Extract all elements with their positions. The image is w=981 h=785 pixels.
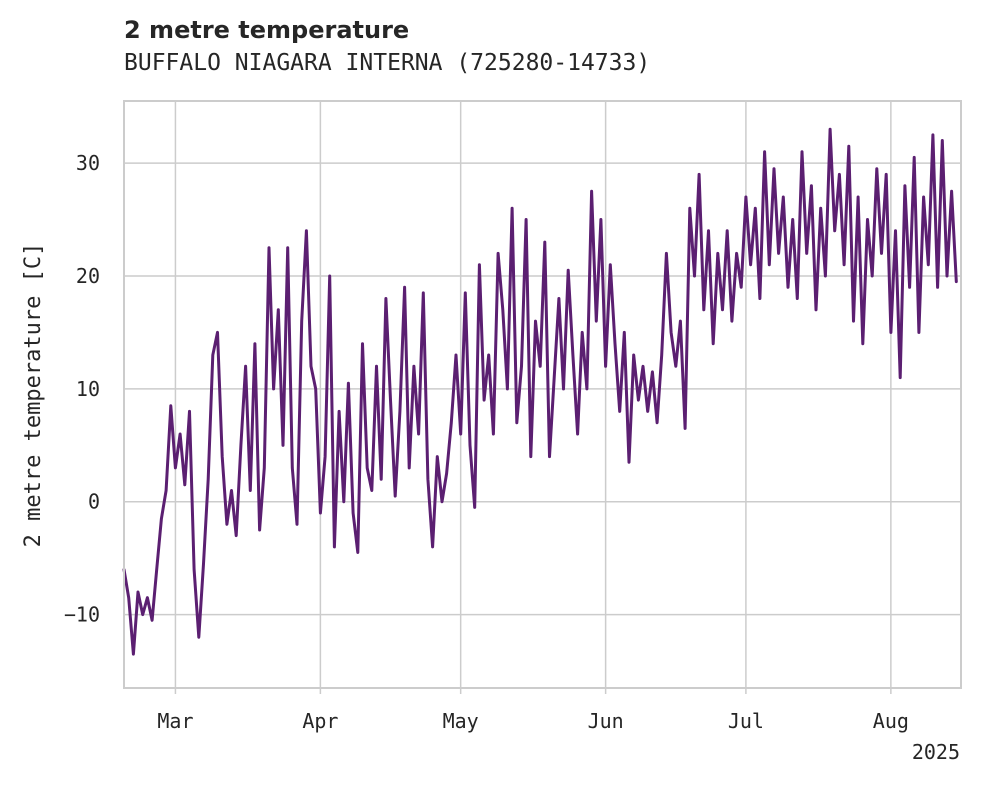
y-tick-label: 20 xyxy=(76,264,100,288)
temperature-series-line xyxy=(122,127,958,656)
y-tick-label: 0 xyxy=(88,490,100,514)
x-tick-label: Aug xyxy=(873,709,909,733)
x-tick-label: Mar xyxy=(157,709,193,733)
series-group xyxy=(122,127,958,656)
y-tick-label: 30 xyxy=(76,151,100,175)
plot-area xyxy=(124,101,961,688)
chart-subtitle: BUFFALO NIAGARA INTERNA (725280-14733) xyxy=(124,50,651,76)
y-axis-label: 2 metre temperature [C] xyxy=(21,243,46,548)
y-tick-label: 10 xyxy=(76,377,100,401)
x-tick-label: Apr xyxy=(302,709,338,733)
x-tick-label: May xyxy=(443,709,479,733)
x-tick-label: Jul xyxy=(728,709,764,733)
x-tick-labels: Mar Apr May Jun Jul Aug xyxy=(157,688,909,733)
x-tick-label: Jun xyxy=(588,709,624,733)
x-year-label: 2025 xyxy=(912,740,960,764)
chart-title: 2 metre temperature xyxy=(124,16,410,44)
y-tick-label: −10 xyxy=(64,603,100,627)
plot-frame xyxy=(123,100,962,689)
y-tick-labels: −10 0 10 20 30 xyxy=(64,151,100,627)
